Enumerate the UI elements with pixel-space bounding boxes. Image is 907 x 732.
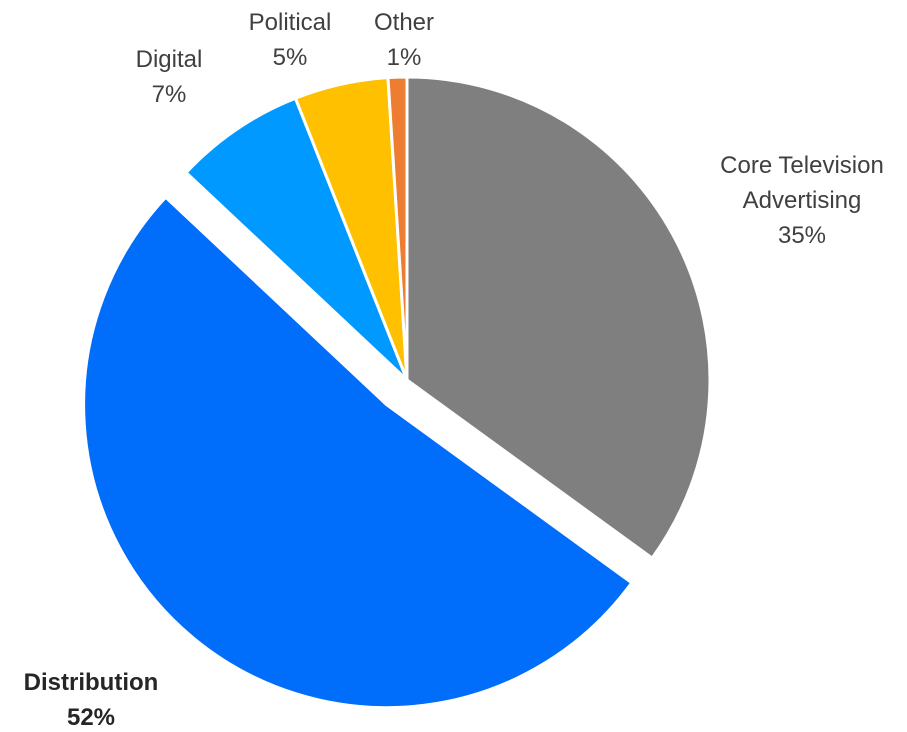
slice-percent-label: 52% (67, 704, 115, 731)
pie-slice-core-television-advertising (405, 75, 712, 561)
slice-label-core-television-advertising: Core Television Advertising 35% (720, 152, 884, 249)
slice-label-other: Other 1% (374, 9, 434, 71)
slice-percent-label: 7% (152, 81, 187, 108)
slice-category-label: Core Television (720, 152, 884, 179)
slice-category-label: Advertising (743, 187, 862, 214)
pie-slice-digital (184, 96, 409, 382)
slice-category-label: Political (249, 9, 332, 36)
slice-label-political: Political 5% (249, 9, 332, 71)
slice-category-label: Other (374, 9, 434, 36)
slice-percent-label: 35% (778, 222, 826, 249)
slice-category-label: Distribution (24, 669, 159, 696)
pie-slice-other (386, 75, 409, 381)
slice-percent-label: 5% (273, 44, 308, 71)
slice-category-label: Digital (136, 46, 203, 73)
pie-labels: Core Television Advertising 35% Distributio… (24, 9, 884, 731)
slice-label-digital: Digital 7% (136, 46, 203, 108)
slice-percent-label: 1% (387, 44, 422, 71)
pie-slices (82, 75, 712, 710)
slice-label-distribution: Distribution 52% (24, 669, 159, 731)
pie-slice-distribution (82, 195, 634, 710)
